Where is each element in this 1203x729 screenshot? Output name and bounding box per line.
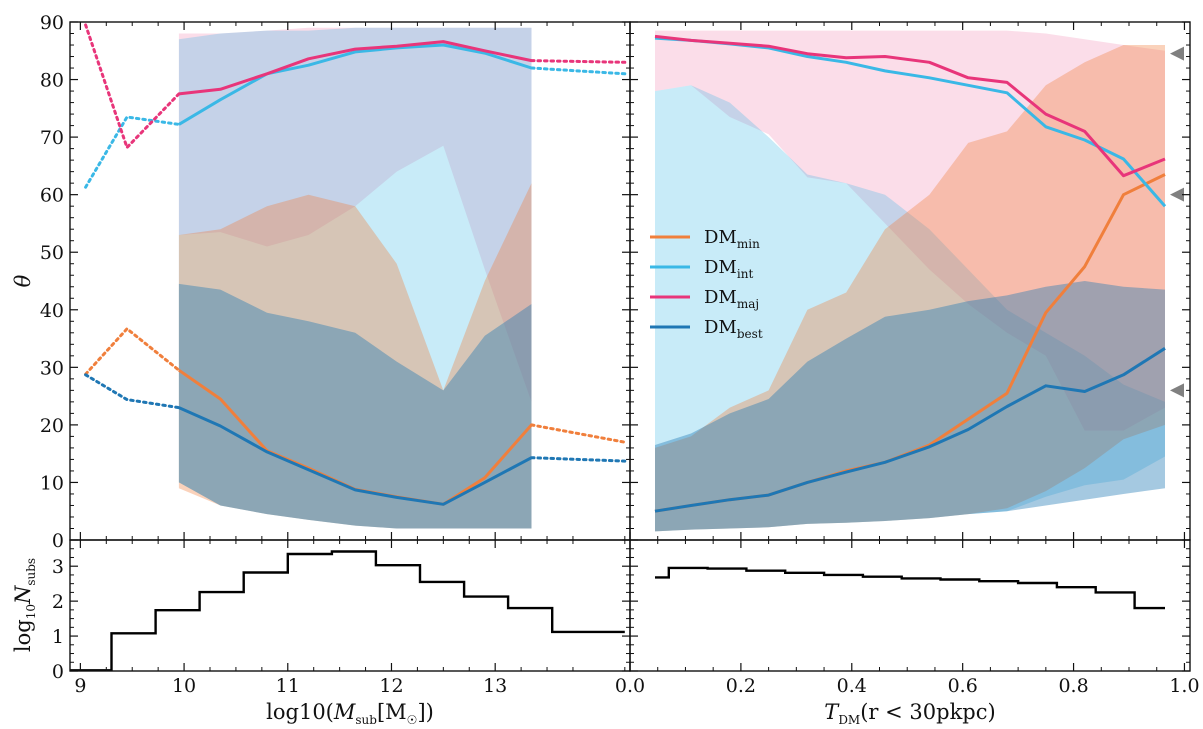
band-DMmin [178,183,532,529]
band-DMint [178,27,532,529]
bottom-right-ticks: 0.0 0.2 0.4 0.6 0.8 1.0 [615,540,1200,697]
bottom-right-frame [629,539,1191,672]
x-tick-label: 0.4 [837,675,867,697]
left-x-axis-label: log10(Msub[M☉]) [266,700,434,727]
legend-item-maj: DMmaj [650,287,759,311]
y-tick-label: 80 [40,70,64,92]
top-right-arrow-markers [1170,46,1184,398]
y-tick-label: 10 [40,472,64,494]
x-tick-label: 0.6 [948,675,978,697]
y-tick-label: 90 [40,12,64,34]
dotted-right-DMmin [530,423,627,444]
y-tick-label: 2 [52,591,64,613]
line-DMbest [654,347,1166,513]
bottom-left-histogram [70,550,625,671]
x-tick-label: 12 [379,675,403,697]
y-tick-label: 50 [40,242,64,264]
bottom-y-axis-label: log10Nsubs [11,558,38,652]
dotted-left-DMmaj [84,23,181,151]
x-tick-label: 0.8 [1058,675,1088,697]
band-DMbest [178,283,532,529]
dotted-right-DMbest [530,456,627,463]
y-tick-label: 70 [40,127,64,149]
line-DMbest [178,406,533,506]
legend-label: DMint [704,257,753,281]
x-tick-label: 10 [172,675,196,697]
line-DMmaj [654,34,1166,178]
arrow-marker-icon [1170,46,1184,61]
histogram-step-line [70,550,625,671]
top-left-lines [84,23,627,506]
dotted-left-DMint [84,115,181,189]
x-tick-label: 13 [483,675,507,697]
band-DMmin [655,45,1165,532]
legend: DMmin DMint DMmaj DMbest [650,227,763,341]
bottom-left-frame [69,539,631,672]
x-tick-label: 11 [276,675,300,697]
top-right-panel [629,21,1191,541]
x-tick-label: 9 [74,675,86,697]
dotted-right-DMmaj [530,59,627,64]
histogram-step-line [655,566,1165,610]
right-x-axis-label: TDM(r < 30pkpc) [824,700,995,727]
arrow-marker-icon [1170,383,1184,398]
band-DMint [655,85,1165,532]
dotted-left-DMmin [84,326,181,376]
band-DMbest [655,281,1165,532]
legend-label: DMmaj [704,287,759,311]
line-DMint [178,43,532,126]
y-tick-label: 1 [52,626,64,648]
legend-item-best: DMbest [650,317,763,341]
top-right-bands [655,30,1165,532]
y-tick-label: 0 [52,661,64,683]
y-tick-label: 0 [52,530,64,552]
dotted-left-DMbest [84,373,181,410]
x-tick-label: 0.2 [726,675,756,697]
bottom-right-histogram [655,566,1165,610]
y-tick-label: 3 [52,556,64,578]
legend-label: DMmin [704,227,760,251]
top-y-axis-label: θ [11,274,35,287]
x-tick-label: 1.0 [1169,675,1199,697]
top-left-bands [178,27,532,529]
y-tick-label: 60 [40,185,64,207]
y-tick-label: 20 [40,415,64,437]
top-left-panel: 0 10 20 30 40 50 60 70 80 90 [40,12,631,552]
top-right-lines [654,34,1167,513]
bottom-right-panel: 0.0 0.2 0.4 0.6 0.8 1.0 [615,539,1200,697]
x-tick-label: 0.0 [615,675,645,697]
line-DMmaj [178,40,532,96]
legend-label: DMbest [704,317,763,341]
y-tick-label: 40 [40,300,64,322]
legend-item-min: DMmin [650,227,760,251]
dotted-right-DMint [530,66,627,76]
arrow-marker-icon [1170,187,1184,202]
band-DMmaj [178,27,532,402]
legend-item-int: DMint [650,257,753,281]
y-tick-label: 30 [40,357,64,379]
